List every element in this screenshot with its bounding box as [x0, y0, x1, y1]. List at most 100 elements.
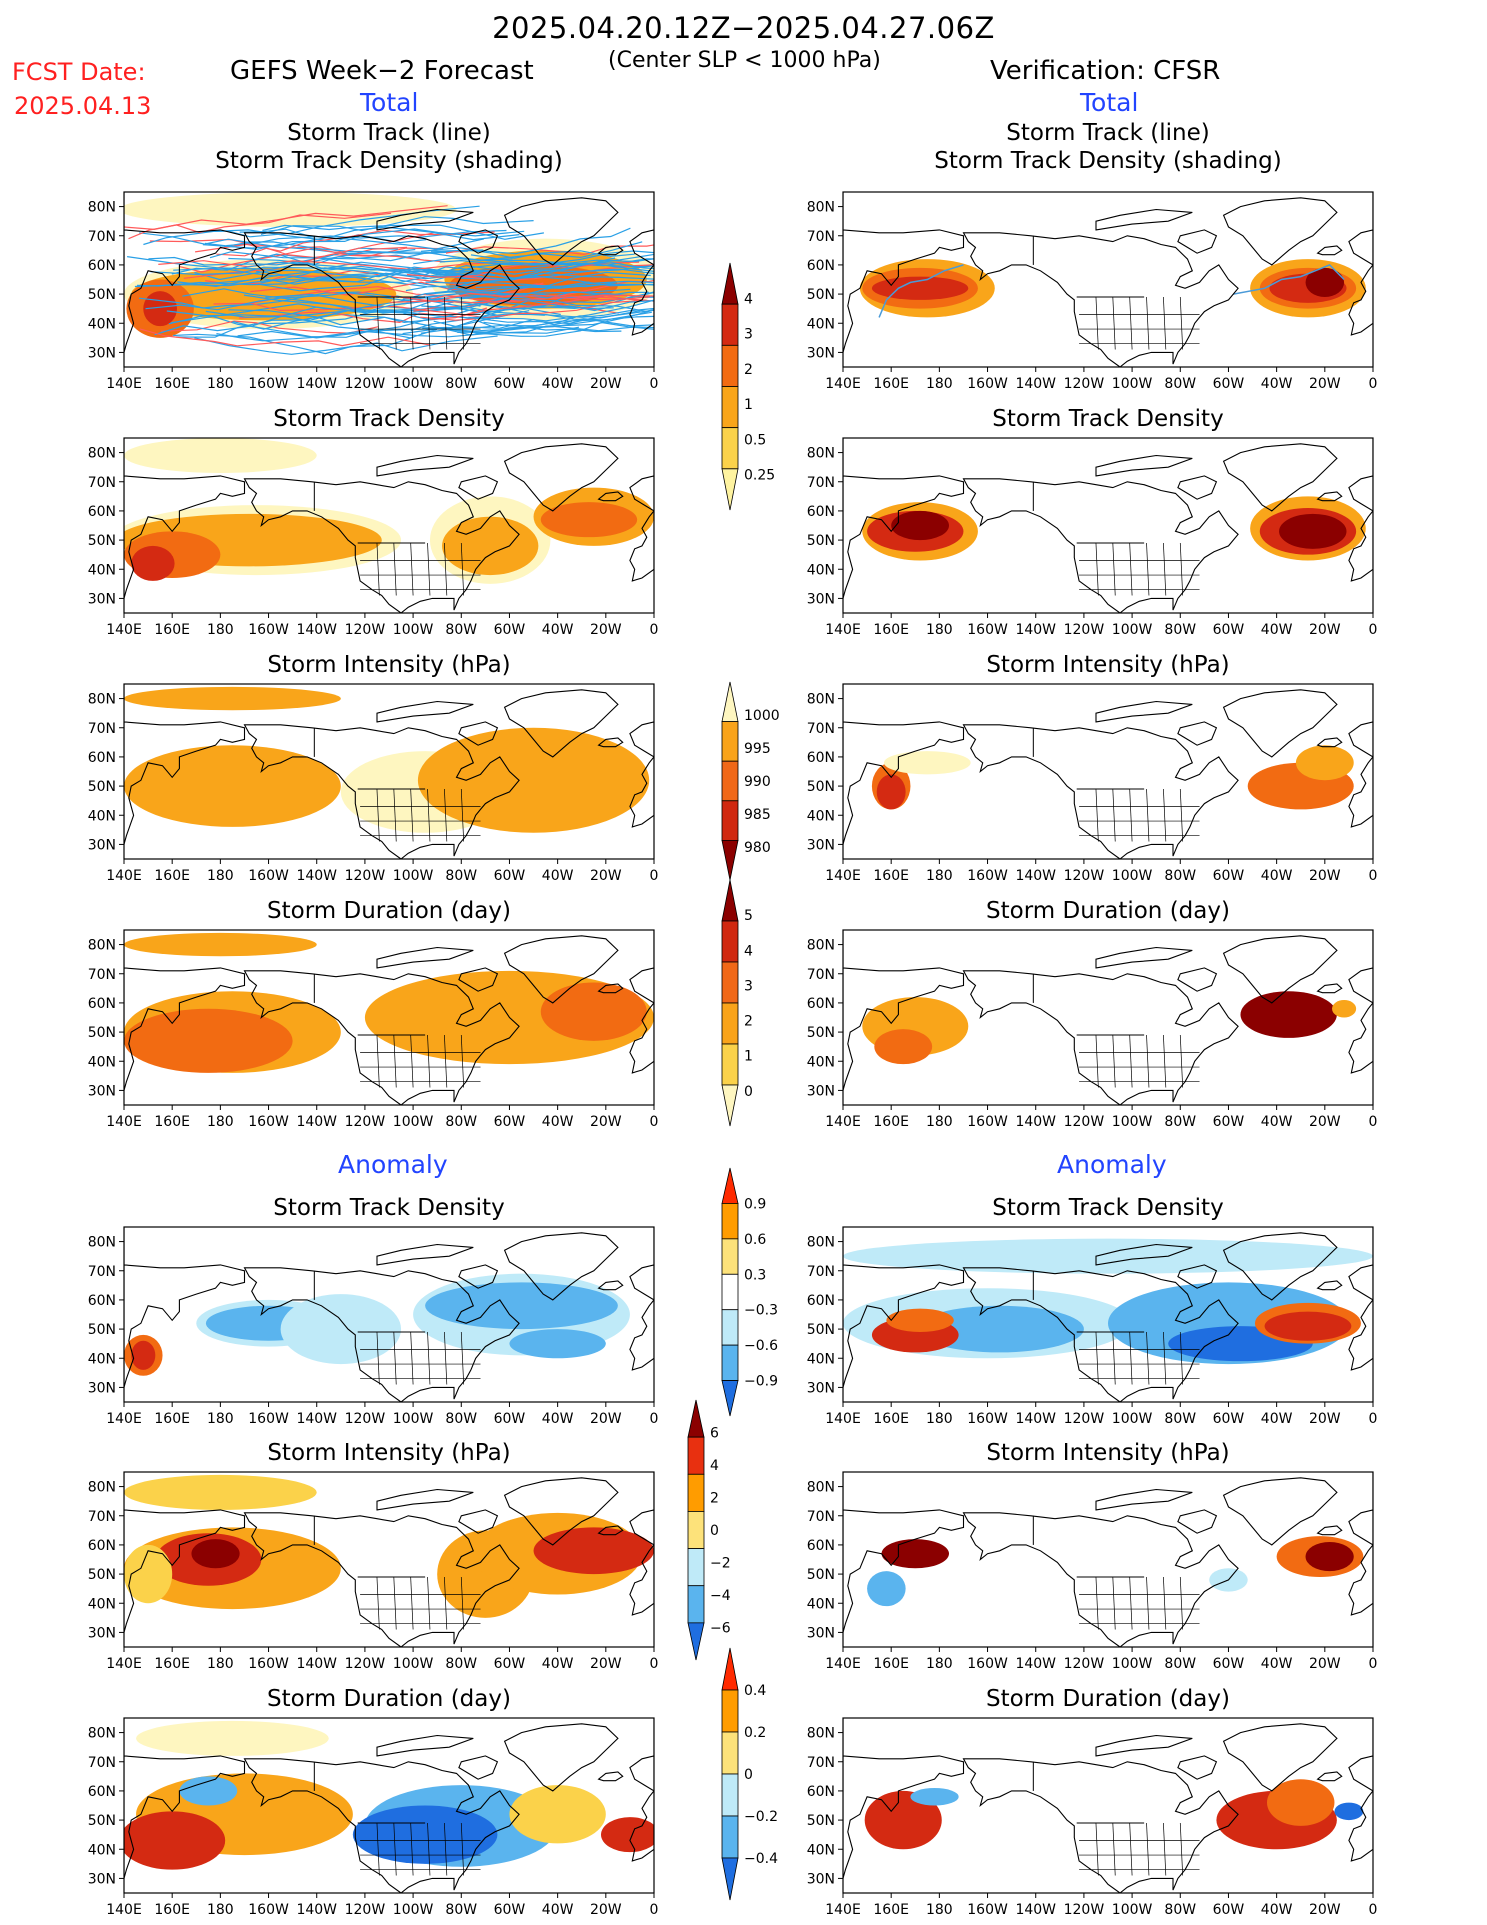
- lat-tick-label: 70N: [807, 721, 835, 737]
- lon-tick-label: 160W: [248, 1656, 289, 1672]
- field-shading: [876, 774, 906, 810]
- colorbar-label: 2: [744, 1014, 753, 1030]
- coastline: [243, 1267, 520, 1402]
- lat-tick-label: 80N: [88, 1726, 116, 1742]
- coastline: [1222, 1723, 1338, 1792]
- coastline: [1348, 930, 1373, 1074]
- page-title: 2025.04.20.12Z−2025.04.27.06Z: [492, 11, 995, 45]
- lat-tick-label: 50N: [807, 1813, 835, 1829]
- state-border: [410, 788, 414, 842]
- lon-tick-label: 80W: [1164, 622, 1196, 638]
- lon-tick-label: 120W: [345, 1411, 386, 1427]
- map-area: [843, 1718, 1373, 1893]
- map-frame: [123, 1226, 655, 1403]
- colorbar-label: 0: [710, 1523, 719, 1539]
- state-border: [1112, 1331, 1116, 1385]
- state-border: [393, 542, 397, 596]
- lon-tick-label: 0: [1369, 622, 1378, 638]
- lon-tick-label: 160W: [967, 622, 1008, 638]
- field-shading: [124, 745, 341, 827]
- lat-tick-label: 40N: [88, 1596, 116, 1612]
- lat-tick-label: 60N: [88, 504, 116, 520]
- total-label-right: Total: [1080, 88, 1139, 117]
- lat-tick-label: 80N: [88, 200, 116, 216]
- panel-title: Storm Track Density: [273, 1195, 504, 1221]
- lon-tick-label: 160E: [154, 868, 190, 884]
- map-panel-verif-anom-density: Storm Track Density 80N 70N 60N 50N 40N 30N 140…: [807, 1195, 1378, 1427]
- map-area: [124, 1472, 654, 1647]
- lon-tick-label: 0: [1369, 1902, 1378, 1918]
- storm-track-line: [440, 250, 654, 276]
- coastline: [1316, 491, 1343, 502]
- storm-track-line: [413, 241, 643, 265]
- storm-track-line: [445, 244, 654, 256]
- storm-track-line: [446, 262, 654, 272]
- lon-tick-label: 20W: [590, 1114, 622, 1130]
- state-border: [427, 1331, 431, 1385]
- lon-tick-label: 40W: [1261, 622, 1293, 638]
- map-area: [843, 438, 1373, 613]
- state-border: [410, 296, 414, 350]
- lon-tick-label: 60W: [1213, 1656, 1245, 1672]
- storm-track-line: [468, 309, 654, 325]
- coastline: [1177, 1264, 1218, 1289]
- lon-tick-label: 180: [926, 868, 953, 884]
- colorbar-label: 0: [744, 1767, 753, 1783]
- coastline: [1316, 737, 1343, 748]
- coastline: [843, 930, 965, 1091]
- lon-tick-label: 160E: [154, 376, 190, 392]
- state-border: [1179, 542, 1184, 596]
- lat-tick-label: 50N: [88, 1567, 116, 1583]
- lon-tick-label: 0: [1369, 376, 1378, 392]
- lon-tick-label: 140E: [106, 1114, 142, 1130]
- colorbar-segment: [721, 1203, 739, 1240]
- colorbar-label: 4: [710, 1458, 719, 1474]
- lon-tick-label: 0: [650, 1656, 659, 1672]
- storm-track-line: [139, 328, 430, 347]
- lon-tick-label: 160E: [873, 1656, 909, 1672]
- lat-tick-label: 50N: [88, 1322, 116, 1338]
- lat-tick-label: 50N: [807, 533, 835, 549]
- storm-track-line: [401, 289, 620, 301]
- state-border: [444, 1576, 448, 1630]
- storm-track-line: [406, 261, 640, 278]
- lat-tick-label: 70N: [807, 229, 835, 245]
- map-panel-fcst-anom-intensity: Storm Intensity (hPa) 80N 70N 60N 50N 40N 30N 1…: [88, 1440, 659, 1672]
- lat-tick-label: 40N: [807, 808, 835, 824]
- panel-title: Storm Duration (day): [986, 1686, 1230, 1712]
- coastline: [629, 1227, 654, 1371]
- coastline: [503, 443, 619, 512]
- colorbar-label: −0.4: [744, 1851, 778, 1867]
- state-border: [1146, 1034, 1150, 1088]
- coastline: [843, 192, 965, 353]
- lon-tick-label: 120W: [1064, 1411, 1105, 1427]
- state-border: [1129, 542, 1133, 596]
- coastline: [1348, 438, 1373, 582]
- colorbar-intensity-total: 1000 995 990 985 980: [721, 681, 780, 881]
- coastline: [1177, 967, 1218, 992]
- storm-track-line: [154, 300, 432, 336]
- colorbar-label: 0.6: [744, 1232, 766, 1248]
- lon-tick-label: 140E: [106, 622, 142, 638]
- colorbar-cap: [721, 681, 739, 722]
- colorbar-cap: [721, 262, 739, 305]
- lon-tick-label: 140W: [1015, 1902, 1056, 1918]
- storm-track-line: [457, 315, 654, 333]
- state-border: [1129, 296, 1133, 350]
- coastline: [503, 1723, 619, 1792]
- state-border: [460, 788, 465, 842]
- coastline: [629, 684, 654, 828]
- state-border: [376, 1034, 380, 1088]
- lon-tick-label: 140E: [825, 868, 861, 884]
- map-area: [843, 192, 1373, 367]
- lon-tick-label: 140W: [1015, 622, 1056, 638]
- lon-tick-label: 100W: [1112, 1902, 1153, 1918]
- storm-track-line: [177, 270, 509, 288]
- lon-tick-label: 160W: [967, 376, 1008, 392]
- colorbar-cap: [687, 1399, 705, 1438]
- lon-tick-label: 160E: [873, 868, 909, 884]
- state-border: [444, 1822, 448, 1876]
- lon-tick-label: 160E: [873, 1114, 909, 1130]
- state-border: [1112, 1034, 1116, 1088]
- storm-track-line: [1233, 264, 1345, 295]
